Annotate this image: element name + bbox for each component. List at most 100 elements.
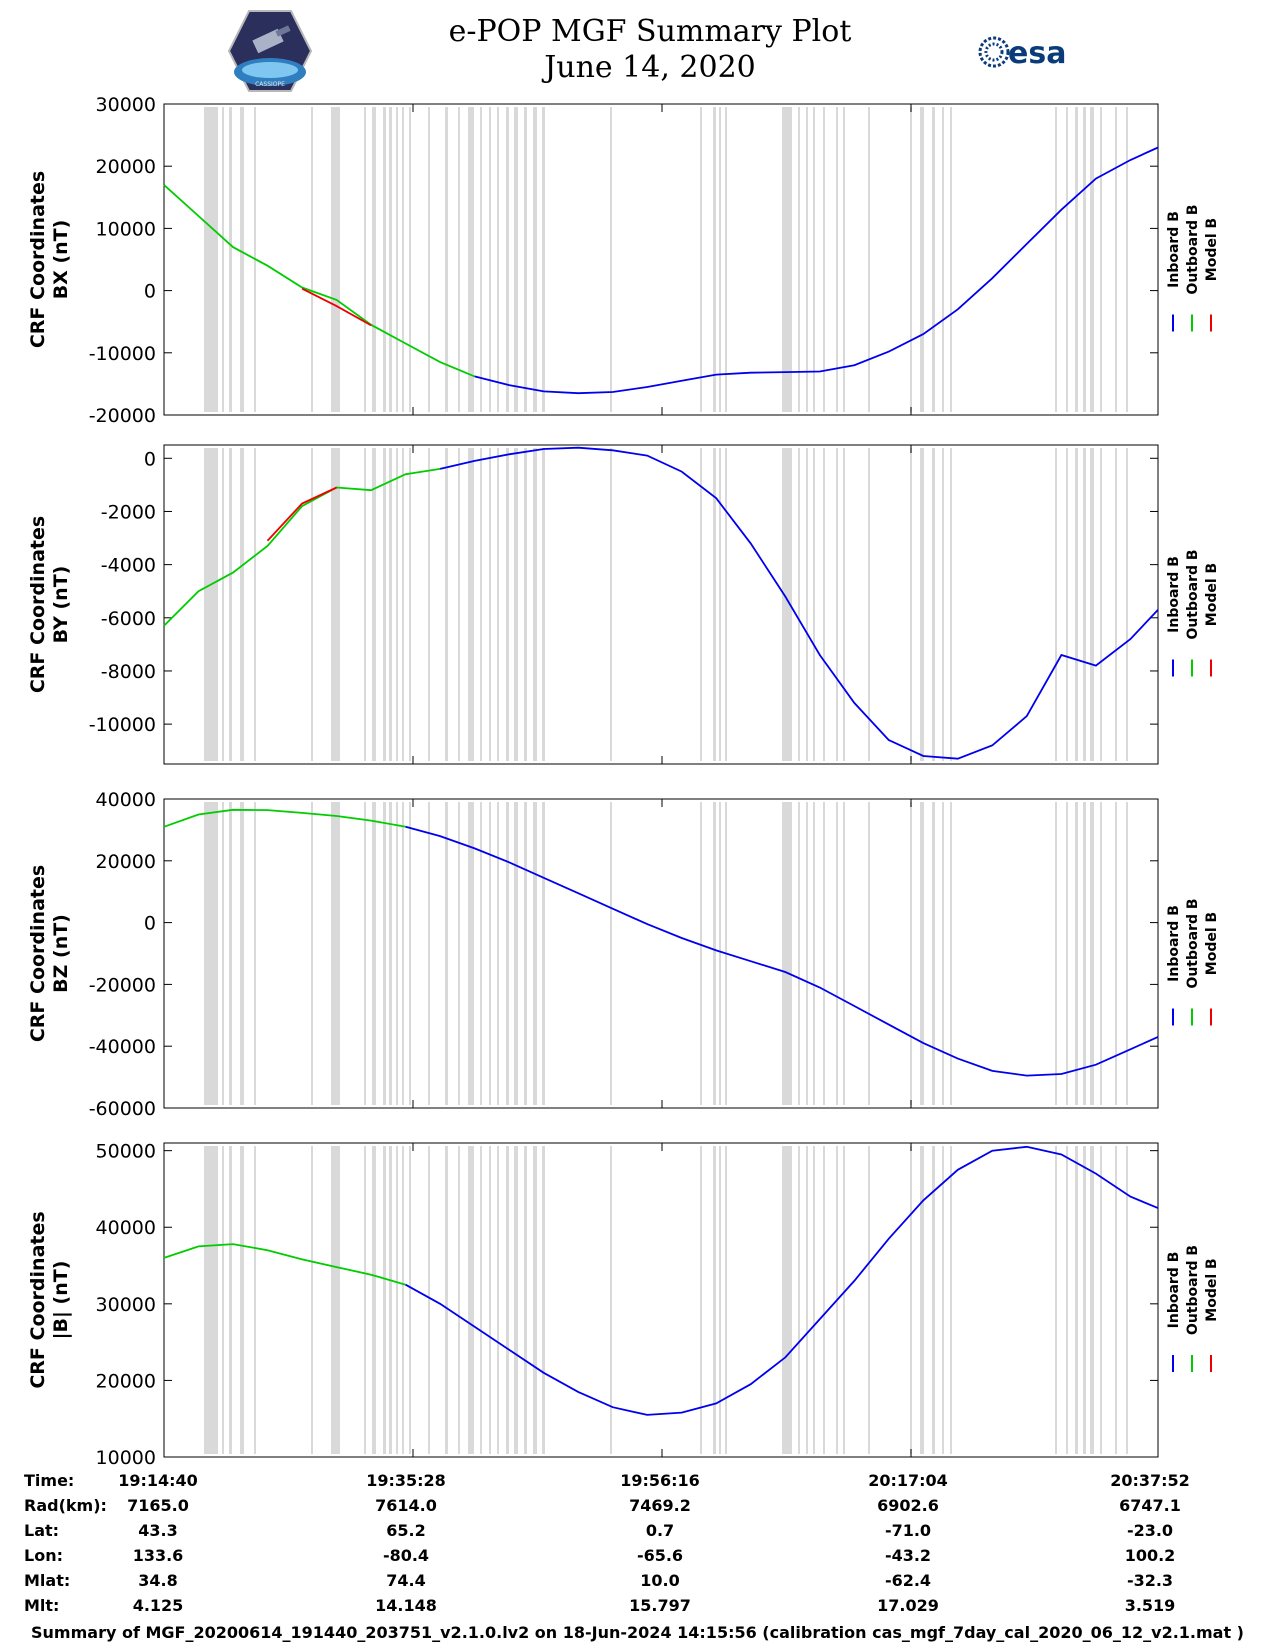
y-tick-label: 40000 [96, 789, 156, 811]
gap-band [1090, 1146, 1094, 1454]
gap-band [402, 448, 404, 761]
gap-band [1100, 107, 1102, 412]
gap-band [533, 1146, 537, 1454]
gap-band [396, 107, 398, 412]
gap-band [229, 107, 232, 412]
info-value: -65.6 [637, 1546, 683, 1565]
gap-band [254, 1146, 256, 1454]
series-line-inboard-b [439, 446, 1159, 760]
info-value: 43.3 [138, 1521, 177, 1540]
info-value: 3.519 [1125, 1596, 1176, 1615]
info-value: 7165.0 [127, 1496, 189, 1515]
panel-1: 30000 20000 10000 0 -10000 -20000 CRF Coordina… [27, 94, 1220, 427]
gap-band [942, 1146, 944, 1454]
y-tick-label: 0 [144, 448, 156, 470]
gap-band [331, 448, 340, 761]
gap-band [480, 107, 482, 412]
gap-band [1066, 107, 1068, 412]
y-tick-label: 0 [144, 281, 156, 303]
gap-band [1126, 802, 1128, 1105]
info-row-label: Lon: [24, 1546, 63, 1565]
info-value: 100.2 [1125, 1546, 1176, 1565]
gap-band [1066, 802, 1068, 1105]
y-tick-label: -6000 [101, 608, 156, 630]
gap-band [1090, 802, 1094, 1105]
gap-band [445, 448, 448, 761]
info-value: 20:37:52 [1110, 1471, 1190, 1490]
gap-band [920, 107, 924, 412]
gap-band [204, 802, 218, 1105]
series-line-inboard-b [405, 1145, 1159, 1416]
gap-band [428, 448, 430, 761]
gap-band [458, 107, 460, 412]
gap-band [1100, 1146, 1102, 1454]
gap-band [610, 1146, 612, 1454]
gap-band [514, 448, 518, 761]
legend-label: Model B [1204, 563, 1220, 626]
gap-band [331, 107, 340, 412]
y-axis-label-line2: |B| (nT) [50, 1261, 72, 1340]
panel-2: 0 -2000 -4000 -6000 -8000 -10000 CRF Coordinat… [27, 444, 1220, 765]
plot-frame [163, 444, 1159, 765]
gap-band [383, 448, 386, 761]
gap-band [843, 448, 845, 761]
data-gap-shading [204, 448, 1128, 761]
panel-3: 40000 20000 0 -20000 -40000 -60000 CRF Coordin… [27, 789, 1220, 1120]
y-tick-label: -2000 [101, 501, 156, 523]
gap-band [1055, 107, 1057, 412]
legend-label: Outboard B [1185, 898, 1201, 988]
gap-band [932, 448, 935, 761]
legend-label: Outboard B [1185, 204, 1201, 294]
gap-band [524, 802, 527, 1105]
gap-band [782, 1146, 792, 1454]
gap-band [489, 107, 491, 412]
y-tick-label: 30000 [96, 94, 156, 116]
legend-label: Inboard B [1166, 905, 1182, 982]
info-value: 4.125 [133, 1596, 184, 1615]
gap-band [932, 107, 935, 412]
gap-band [1126, 107, 1128, 412]
panel-4: 50000 40000 30000 20000 10000 CRF Coordinates… [27, 1141, 1220, 1469]
gap-band [1055, 448, 1057, 761]
info-row-label: Mlat: [24, 1571, 70, 1590]
info-row-label: Rad(km): [24, 1496, 107, 1515]
gap-band [364, 802, 366, 1105]
gap-band [932, 802, 935, 1105]
gap-band [1083, 107, 1086, 412]
gap-band [798, 1146, 800, 1454]
info-value: 19:14:40 [118, 1471, 198, 1490]
gap-band [700, 1146, 702, 1454]
gap-band [445, 1146, 448, 1454]
gap-band [514, 802, 518, 1105]
legend-label: Outboard B [1185, 1245, 1201, 1335]
footer-caption: Summary of MGF_20200614_191440_203751_v2… [31, 1623, 1244, 1642]
gap-band [843, 107, 845, 412]
gap-band [389, 802, 392, 1105]
gap-band [364, 107, 366, 412]
series-line-outboard-b [163, 184, 475, 378]
gap-band [489, 1146, 491, 1454]
gap-band [798, 107, 800, 412]
gap-band [468, 448, 474, 761]
gap-band [942, 107, 944, 412]
y-tick-label: -20000 [89, 974, 156, 996]
gap-band [823, 1146, 825, 1454]
cassiope-mission-logo: CASSIOPE [228, 10, 312, 92]
plot-frame [163, 798, 1159, 1109]
y-tick-label: 0 [144, 913, 156, 935]
orbit-info-table: Time: Rad(km): Lat: Lon: Mlat: Mlt: 19:14:40 71… [24, 1471, 1190, 1615]
gap-band [950, 802, 952, 1105]
gap-band [489, 448, 491, 761]
y-axis-label: CRF CoordinatesBY (nT) [27, 516, 72, 693]
gap-band [229, 802, 232, 1105]
gap-band [713, 448, 716, 761]
y-tick-label: -10000 [89, 343, 156, 365]
gap-band [942, 448, 944, 761]
plot-frame [163, 1142, 1159, 1458]
gap-band [1126, 1146, 1128, 1454]
gap-band [713, 1146, 716, 1454]
gap-band [1115, 107, 1117, 412]
info-row-label: Mlt: [24, 1596, 59, 1615]
gap-band [372, 802, 376, 1105]
y-tick-label: -8000 [101, 661, 156, 683]
